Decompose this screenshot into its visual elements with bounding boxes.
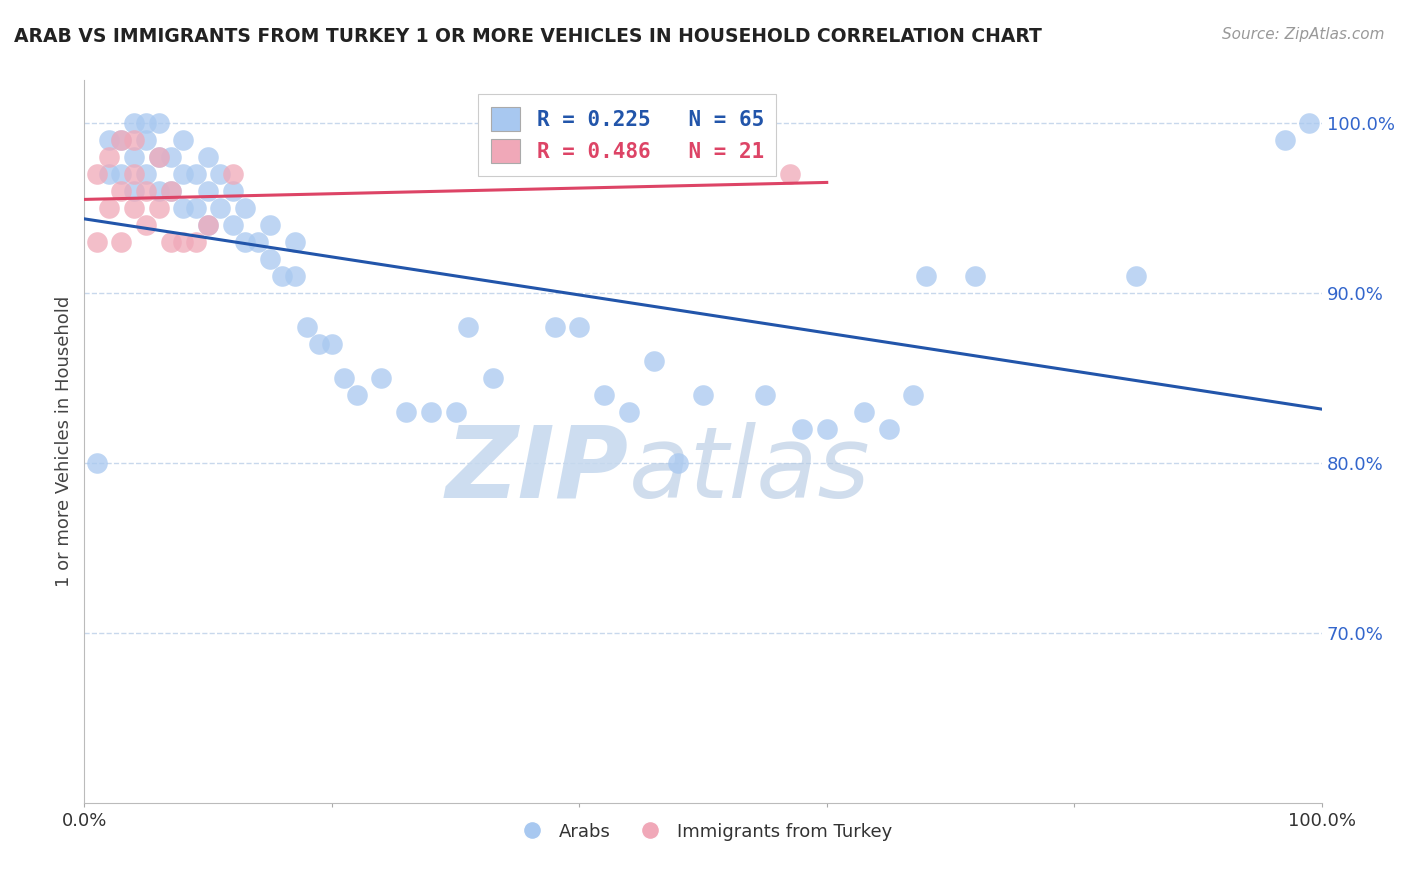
Point xyxy=(110,235,132,249)
Point xyxy=(122,184,145,198)
Point xyxy=(148,150,170,164)
Point xyxy=(481,371,503,385)
Point xyxy=(914,268,936,283)
Point xyxy=(110,133,132,147)
Point xyxy=(1125,268,1147,283)
Point xyxy=(259,218,281,232)
Point xyxy=(135,116,157,130)
Point xyxy=(122,116,145,130)
Point xyxy=(197,184,219,198)
Point xyxy=(617,405,640,419)
Point xyxy=(395,405,418,419)
Point xyxy=(308,336,330,351)
Point xyxy=(184,235,207,249)
Point xyxy=(1274,133,1296,147)
Text: Source: ZipAtlas.com: Source: ZipAtlas.com xyxy=(1222,27,1385,42)
Point xyxy=(135,184,157,198)
Point xyxy=(172,201,194,215)
Point xyxy=(643,353,665,368)
Point xyxy=(148,201,170,215)
Point xyxy=(779,167,801,181)
Point xyxy=(333,371,356,385)
Text: atlas: atlas xyxy=(628,422,870,519)
Point xyxy=(184,201,207,215)
Point xyxy=(135,133,157,147)
Point xyxy=(852,405,875,419)
Text: ZIP: ZIP xyxy=(446,422,628,519)
Point xyxy=(271,268,294,283)
Point xyxy=(543,319,565,334)
Point xyxy=(346,388,368,402)
Point xyxy=(98,201,121,215)
Point xyxy=(86,167,108,181)
Point xyxy=(98,133,121,147)
Point xyxy=(172,167,194,181)
Point xyxy=(122,167,145,181)
Point xyxy=(135,218,157,232)
Point xyxy=(160,150,183,164)
Point xyxy=(197,218,219,232)
Point xyxy=(135,167,157,181)
Point xyxy=(197,218,219,232)
Point xyxy=(568,319,591,334)
Point xyxy=(160,184,183,198)
Point xyxy=(692,388,714,402)
Point xyxy=(222,218,245,232)
Point xyxy=(246,235,269,249)
Point xyxy=(172,133,194,147)
Point xyxy=(209,201,232,215)
Point xyxy=(98,150,121,164)
Point xyxy=(122,133,145,147)
Point xyxy=(233,201,256,215)
Point xyxy=(284,268,307,283)
Point xyxy=(754,388,776,402)
Point xyxy=(815,422,838,436)
Point xyxy=(1298,116,1320,130)
Point xyxy=(222,184,245,198)
Point xyxy=(259,252,281,266)
Point xyxy=(148,116,170,130)
Text: ARAB VS IMMIGRANTS FROM TURKEY 1 OR MORE VEHICLES IN HOUSEHOLD CORRELATION CHART: ARAB VS IMMIGRANTS FROM TURKEY 1 OR MORE… xyxy=(14,27,1042,45)
Point xyxy=(86,235,108,249)
Point xyxy=(110,184,132,198)
Point xyxy=(160,235,183,249)
Point xyxy=(222,167,245,181)
Point xyxy=(148,150,170,164)
Point xyxy=(184,167,207,181)
Point xyxy=(122,201,145,215)
Point xyxy=(284,235,307,249)
Point xyxy=(666,456,689,470)
Point xyxy=(457,319,479,334)
Point xyxy=(370,371,392,385)
Point xyxy=(197,150,219,164)
Point xyxy=(122,150,145,164)
Point xyxy=(172,235,194,249)
Point xyxy=(160,184,183,198)
Point xyxy=(209,167,232,181)
Y-axis label: 1 or more Vehicles in Household: 1 or more Vehicles in Household xyxy=(55,296,73,587)
Point xyxy=(593,388,616,402)
Legend: Arabs, Immigrants from Turkey: Arabs, Immigrants from Turkey xyxy=(506,815,900,848)
Point xyxy=(295,319,318,334)
Point xyxy=(419,405,441,419)
Point xyxy=(86,456,108,470)
Point xyxy=(965,268,987,283)
Point xyxy=(444,405,467,419)
Point xyxy=(903,388,925,402)
Point xyxy=(790,422,813,436)
Point xyxy=(110,167,132,181)
Point xyxy=(321,336,343,351)
Point xyxy=(877,422,900,436)
Point xyxy=(110,133,132,147)
Point xyxy=(233,235,256,249)
Point xyxy=(98,167,121,181)
Point xyxy=(148,184,170,198)
